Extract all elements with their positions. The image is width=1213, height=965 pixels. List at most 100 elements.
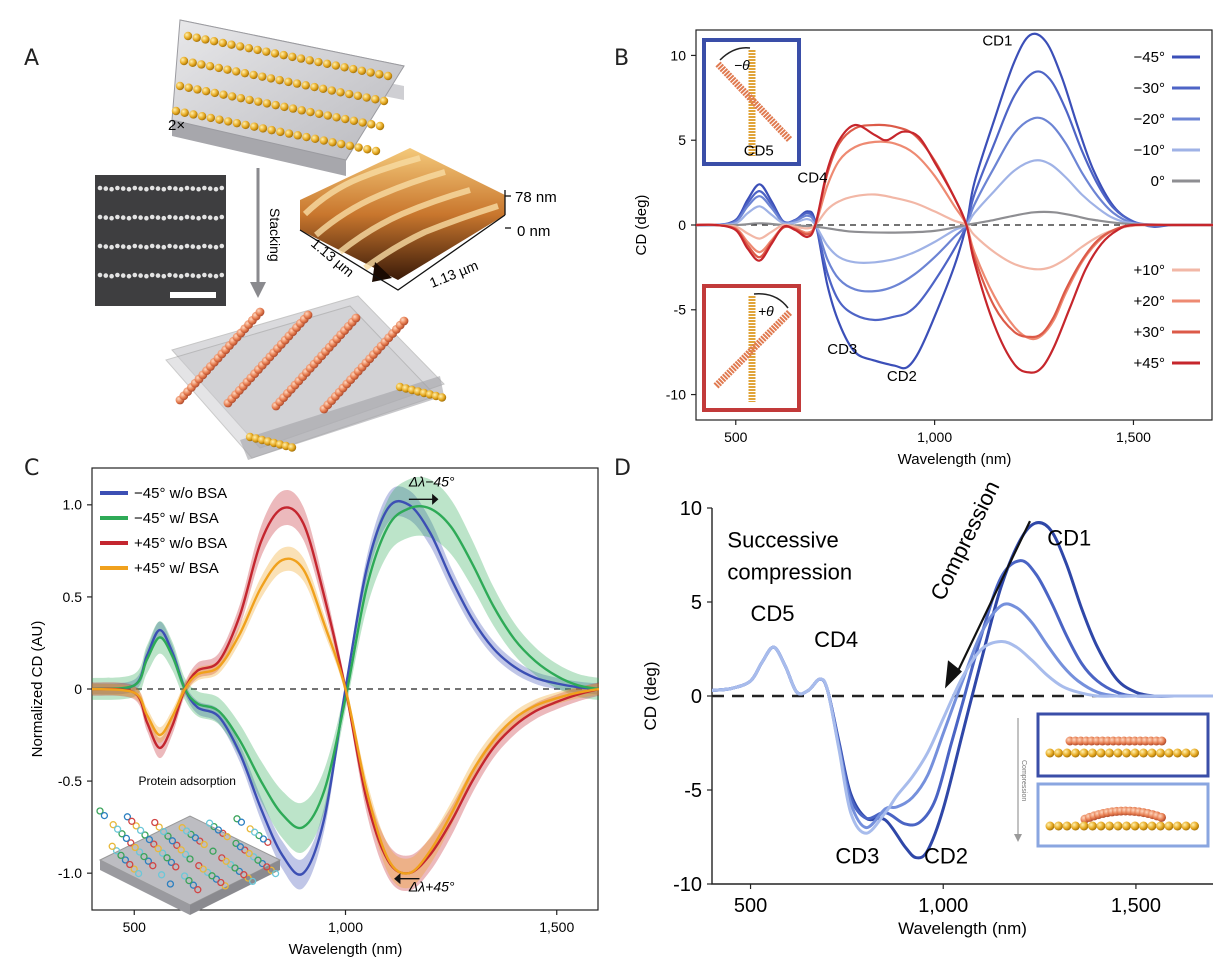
series-line-5 — [696, 193, 1213, 271]
sem-particle — [190, 273, 196, 278]
panel-letter-d: D — [614, 456, 631, 481]
inset-1: +θ — [702, 284, 801, 412]
legend-label: −45° w/o BSA — [134, 485, 227, 502]
gold-nanoparticle — [184, 83, 193, 92]
gold-nanoparticle — [258, 124, 268, 133]
panel-letter-a: A — [24, 46, 40, 71]
annotation: compression — [727, 559, 852, 584]
gold-nanoparticle — [331, 61, 341, 70]
gold-nanoparticle — [223, 117, 233, 126]
annotation: CD3 — [827, 341, 857, 358]
sem-particle — [144, 273, 149, 279]
sem-particle — [167, 272, 172, 278]
gold-nanorod-rows — [171, 31, 393, 156]
gold-nanoparticle — [371, 146, 381, 156]
y-tick-label: -1.0 — [58, 865, 82, 881]
sem-particle — [115, 272, 120, 278]
legend-label: −10° — [1134, 142, 1165, 159]
sem-particle — [149, 272, 155, 278]
gold-nanoparticle — [293, 131, 302, 140]
panel-a-illustration: 2× Stacking 78 nm 0 nm 1.13 µm 1.13 µm — [95, 19, 557, 460]
sem-particle — [149, 214, 155, 220]
gold-nanoparticle — [205, 62, 215, 71]
sem-particle — [184, 243, 190, 249]
sem-particle — [97, 214, 103, 220]
sem-particle — [196, 215, 201, 221]
series-line-3 — [696, 159, 1213, 264]
sem-particle — [109, 244, 114, 250]
shift-arrowhead-bottom — [394, 873, 401, 885]
sem-particle — [202, 185, 207, 191]
gold-nanoparticle — [188, 58, 197, 67]
sem-particle — [138, 273, 143, 278]
annotation: CD4 — [797, 170, 827, 187]
sem-particle — [178, 273, 184, 279]
y-tick-label: 0.5 — [63, 589, 83, 605]
sem-particle — [202, 243, 207, 249]
gold-nanoparticle — [345, 141, 355, 150]
sem-particle — [207, 244, 213, 249]
series-line-2 — [92, 506, 599, 875]
gold-nanoparticle — [271, 100, 280, 110]
sem-particle — [219, 214, 225, 220]
inset-angle-label: −θ — [734, 57, 750, 73]
gold-nanoparticle — [327, 86, 337, 95]
sem-image — [95, 175, 226, 306]
gold-nanoparticle — [310, 134, 320, 144]
y-tick-label: 0 — [678, 217, 686, 233]
annotation: CD2 — [887, 368, 917, 385]
gold-nanoparticle — [201, 87, 211, 96]
stacking-label: Stacking — [267, 208, 283, 262]
sem-particle — [167, 214, 172, 220]
gold-nanoparticle — [223, 65, 232, 74]
gold-nanoparticle — [363, 145, 372, 154]
multiplier-label: 2× — [168, 117, 185, 134]
sem-particle — [213, 186, 219, 192]
annotation: CD2 — [924, 843, 968, 868]
gold-nanoparticle — [193, 85, 202, 94]
sem-particle — [207, 186, 213, 191]
compression-inset — [1014, 712, 1210, 848]
sem-particle — [161, 186, 167, 192]
gold-nanoparticle — [287, 443, 297, 452]
gold-nanoparticle — [345, 89, 354, 99]
y-tick-label: 1.0 — [63, 497, 83, 513]
x-axis-label: Wavelength (nm) — [898, 919, 1027, 938]
sem-particle — [149, 185, 155, 191]
orange-nanorod-rows — [175, 307, 447, 452]
x-tick-label: 500 — [734, 895, 767, 917]
sem-particle — [149, 243, 155, 249]
gold-nanoparticle — [288, 52, 297, 62]
gold-nanoparticle — [314, 57, 323, 67]
gold-nanoparticle — [232, 118, 242, 128]
panel-letter-b: B — [614, 46, 630, 71]
x-tick-label: 1,500 — [539, 919, 574, 935]
sem-particle — [173, 244, 178, 249]
annotation: Successive — [727, 527, 838, 552]
gold-nanoparticle — [197, 112, 207, 121]
sem-particle — [155, 215, 161, 220]
gold-nanoparticle — [206, 113, 215, 123]
legend-label: −20° — [1134, 111, 1165, 128]
orange-nanoparticle — [303, 310, 313, 320]
sem-particle — [219, 185, 225, 191]
annotation: CD1 — [982, 32, 1012, 49]
gold-nanoparticle — [349, 116, 359, 125]
gold-nanoparticle — [180, 108, 189, 117]
sem-particle — [184, 185, 190, 191]
sem-particle — [103, 186, 109, 191]
gold-nanoparticle — [236, 93, 246, 103]
nanorod-rotated — [715, 61, 793, 143]
y-tick-label: 0 — [691, 686, 702, 708]
gold-nanoparticle — [353, 91, 363, 100]
inset-angle-label: +θ — [758, 303, 774, 319]
gold-nanoparticle — [292, 79, 302, 88]
y-axis-label: Normalized CD (AU) — [29, 621, 46, 758]
sem-particle — [178, 244, 184, 250]
gold-nanoparticle — [235, 42, 245, 51]
gold-nanoparticle — [375, 121, 385, 131]
sem-particle — [109, 215, 114, 221]
sem-particle — [202, 214, 207, 220]
